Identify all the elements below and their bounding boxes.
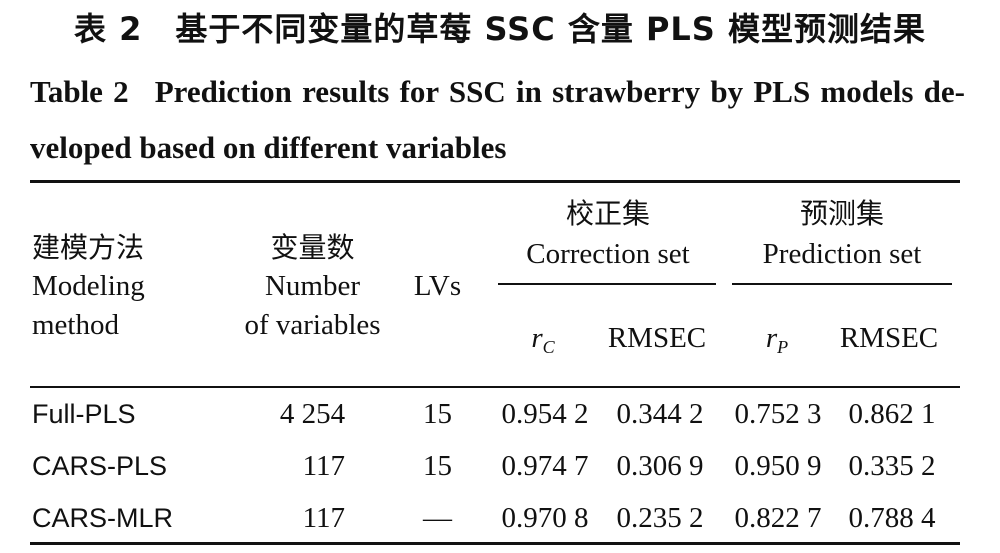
header-prediction-en: Prediction set: [762, 238, 922, 270]
header-method-cn: 建模方法: [32, 231, 145, 264]
header-vars-cn: 变量数: [270, 231, 355, 264]
header-method-en-1: Modeling: [32, 270, 145, 302]
table-title-english: Table 2 Prediction results for SSC in str…: [30, 64, 965, 176]
header-rp: rP: [765, 322, 789, 357]
row-rmsep: 0.335 2: [848, 450, 936, 482]
header-rmsec: RMSEC: [607, 322, 707, 354]
row-method: CARS-PLS: [32, 451, 168, 481]
row-rp: 0.822 7: [734, 502, 822, 534]
table-title-chinese: 表 2 基于不同变量的草莓 SSC 含量 PLS 模型预测结果: [73, 10, 926, 48]
table-caption: Prediction results for SSC in strawberry…: [30, 74, 965, 165]
row-rp: 0.950 9: [734, 450, 822, 482]
header-vars-en-2: of variables: [244, 309, 381, 341]
row-method: Full-PLS: [32, 399, 136, 429]
row-lvs: 15: [423, 398, 452, 430]
header-bottom-rule: [30, 386, 960, 388]
header-lvs: LVs: [413, 270, 462, 302]
row-rc: 0.970 8: [501, 502, 589, 534]
header-prediction-cn: 预测集: [799, 197, 884, 230]
row-rmsec: 0.306 9: [616, 450, 704, 482]
row-lvs: —: [423, 502, 452, 534]
header-vars-en-1: Number: [264, 270, 361, 302]
row-rp: 0.752 3: [734, 398, 822, 430]
header-correction-cn: 校正集: [565, 197, 650, 230]
row-rmsec: 0.344 2: [616, 398, 704, 430]
correction-group-rule: [498, 283, 716, 285]
row-rc: 0.974 7: [501, 450, 589, 482]
row-method: CARS-MLR: [32, 503, 174, 533]
row-rc: 0.954 2: [501, 398, 589, 430]
row-rmsep: 0.862 1: [848, 398, 936, 430]
prediction-group-rule: [732, 283, 952, 285]
row-rmsep: 0.788 4: [848, 502, 936, 534]
table-label: Table 2: [30, 74, 129, 109]
header-rc: rC: [531, 322, 555, 357]
row-vars: 117: [302, 502, 345, 534]
row-rmsec: 0.235 2: [616, 502, 704, 534]
header-rmsep: RMSEC: [839, 322, 939, 354]
top-rule: [30, 180, 960, 183]
row-vars: 4 254: [279, 398, 346, 430]
bottom-rule: [30, 542, 960, 545]
row-lvs: 15: [423, 450, 452, 482]
header-correction-en: Correction set: [526, 238, 690, 270]
header-method-en-2: method: [32, 309, 119, 341]
row-vars: 117: [302, 450, 345, 482]
